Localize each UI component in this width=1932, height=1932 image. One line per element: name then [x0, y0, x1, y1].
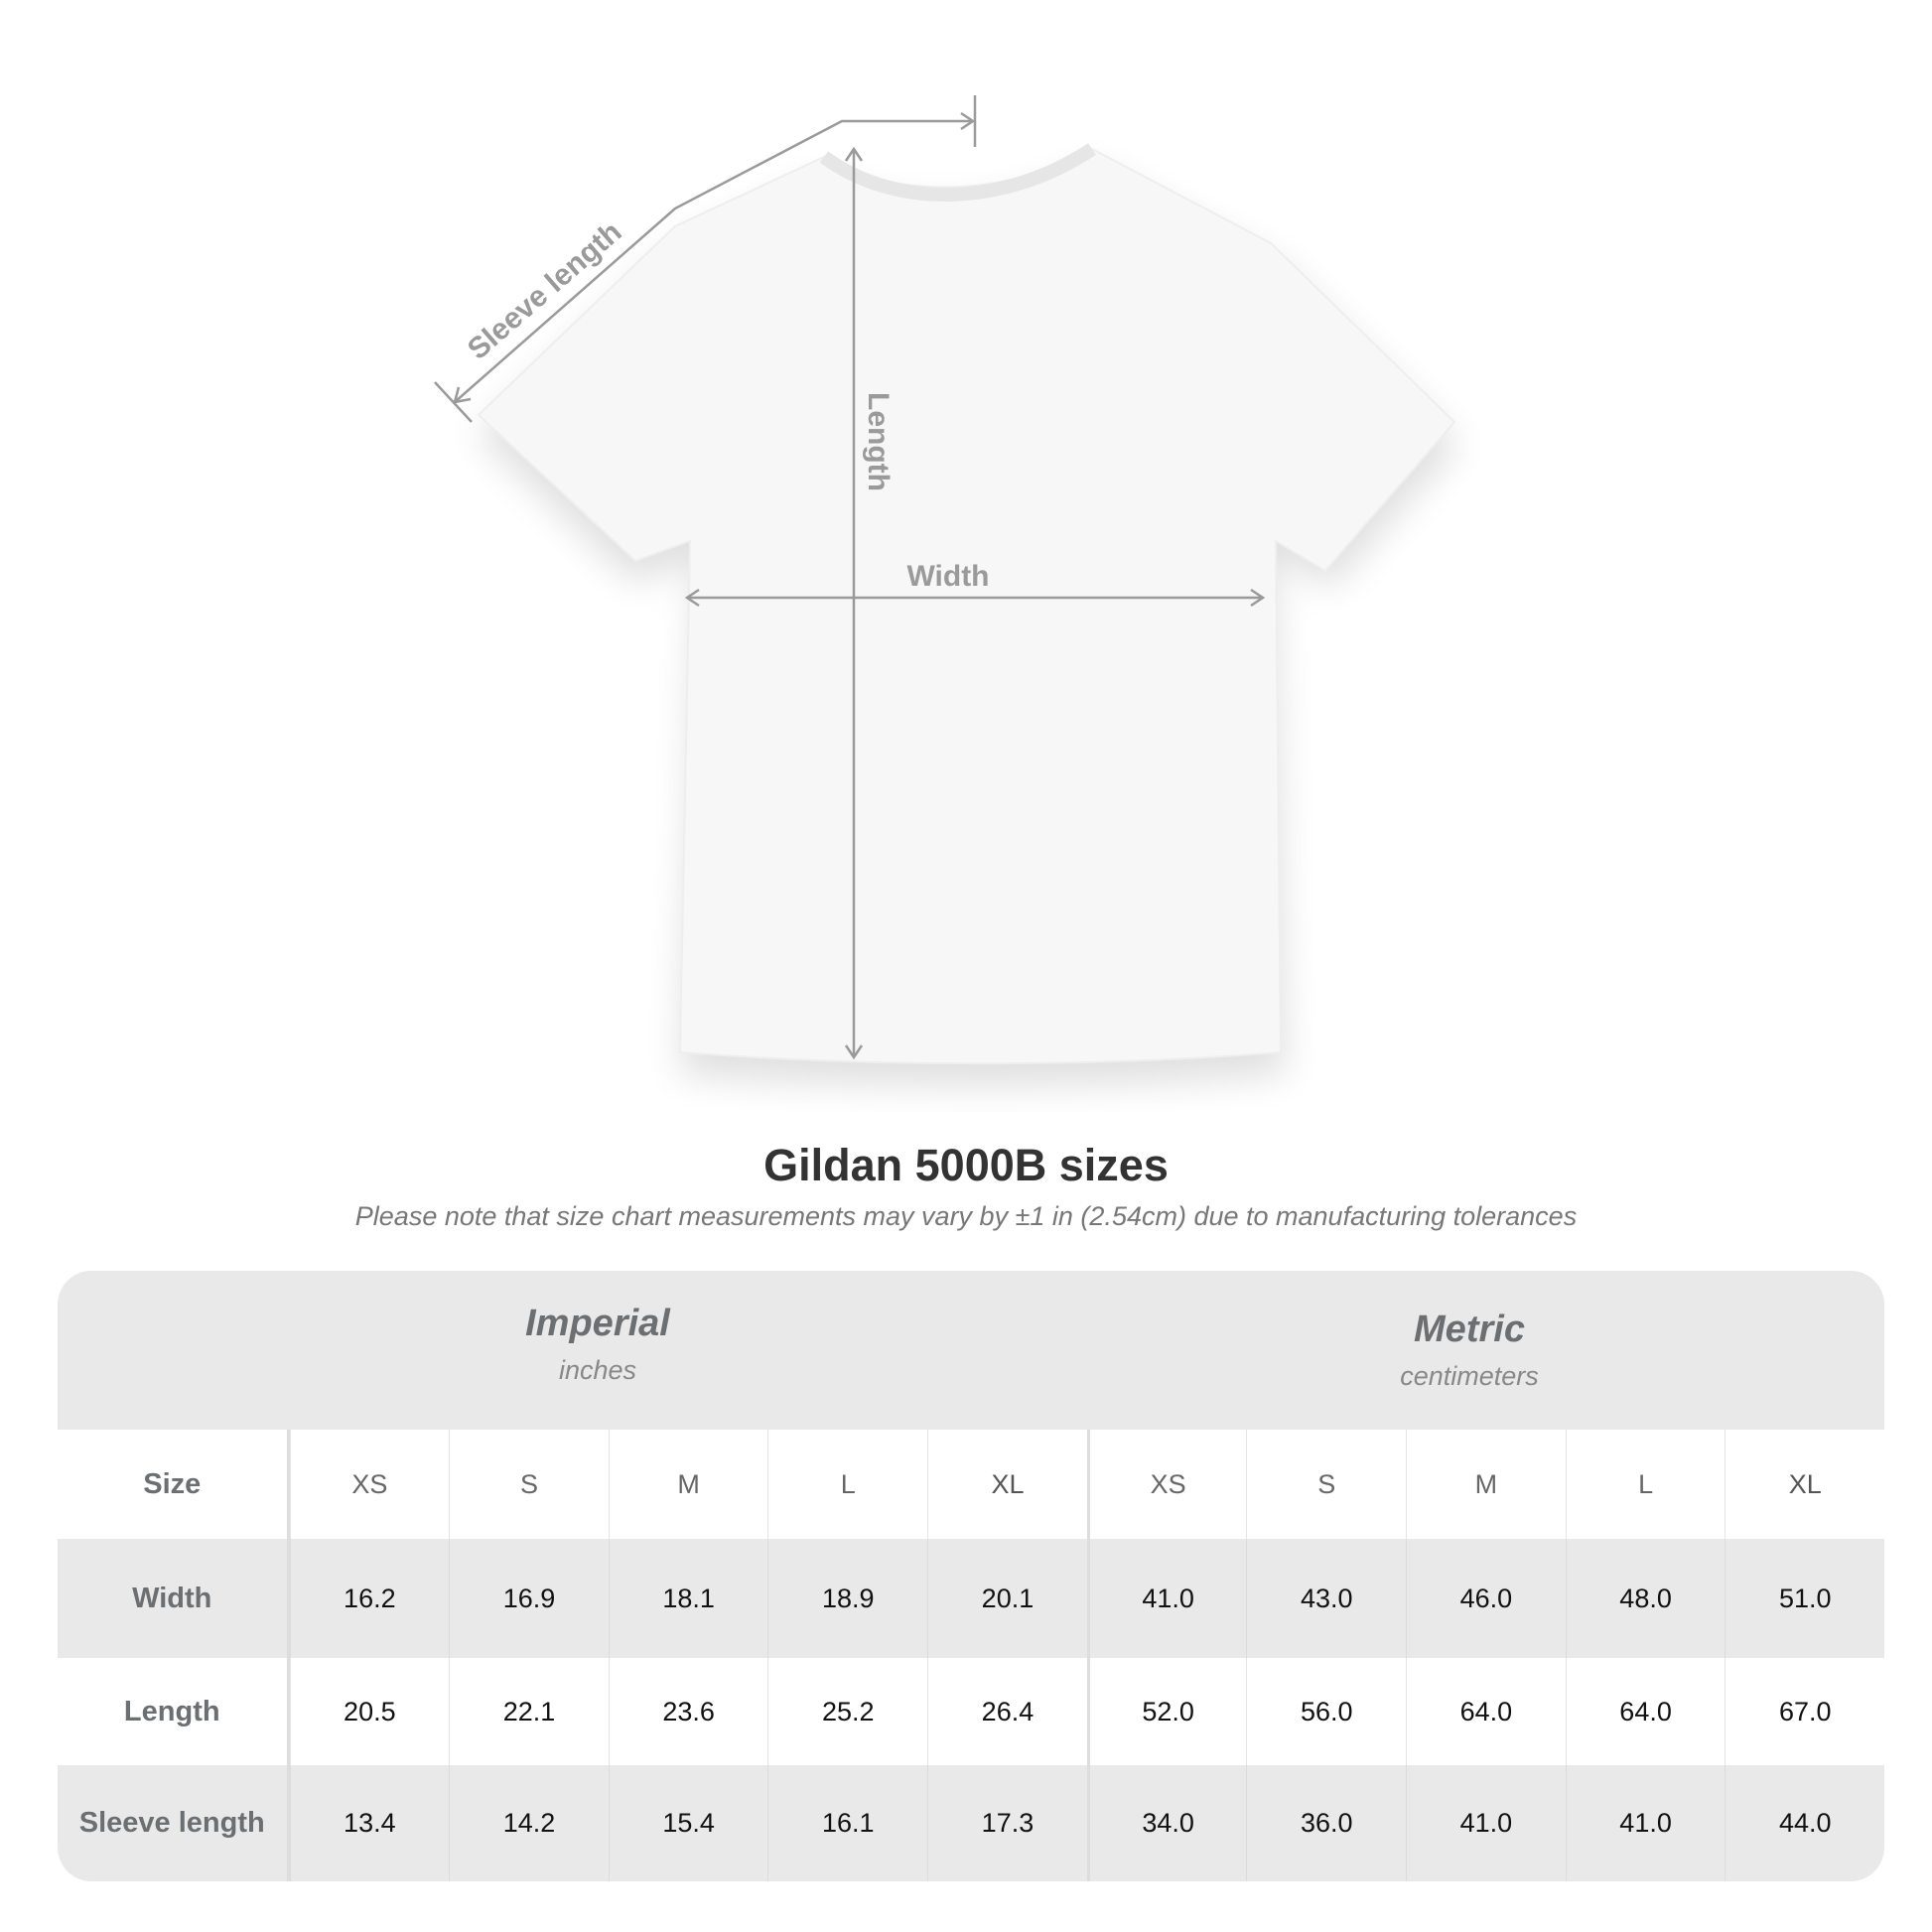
width-label: Width [906, 560, 989, 593]
size-column-header: M [1406, 1430, 1566, 1539]
table-cell: 16.9 [449, 1539, 609, 1658]
table-cell: 20.5 [289, 1658, 450, 1765]
metric-unit: centimeters [1400, 1361, 1539, 1391]
table-cell: 14.2 [449, 1765, 609, 1881]
size-column-header: XL [927, 1430, 1087, 1539]
tshirt-diagram: Sleeve length Length Width [434, 95, 1459, 1087]
metric-title: Metric [1414, 1309, 1525, 1350]
size-column-header: M [608, 1430, 768, 1539]
row-label: Size [58, 1430, 290, 1539]
imperial-title: Imperial [525, 1303, 670, 1344]
size-column-header: L [767, 1430, 927, 1539]
tshirt-body [477, 147, 1456, 1065]
table-cell: 48.0 [1565, 1539, 1725, 1658]
size-header-row: Size XS S M L XL XS S M L XL [58, 1430, 1884, 1539]
table-cell: 43.0 [1246, 1539, 1406, 1658]
table-cell: 26.4 [927, 1658, 1087, 1765]
length-label: Length [862, 392, 895, 491]
size-column-header: L [1565, 1430, 1725, 1539]
table-cell: 41.0 [1565, 1765, 1725, 1881]
table-cell: 18.1 [608, 1539, 768, 1658]
row-label: Length [58, 1658, 290, 1765]
table-cell: 46.0 [1406, 1539, 1566, 1658]
table-cell: 13.4 [289, 1765, 450, 1881]
table-cell: 64.0 [1565, 1658, 1725, 1765]
table-cell: 51.0 [1725, 1539, 1884, 1658]
unit-header: Imperial inches Metric centimeters [58, 1271, 1884, 1430]
table-cell: 23.6 [608, 1658, 768, 1765]
table-cell: 16.2 [289, 1539, 450, 1658]
measurement-arrows [434, 95, 1266, 1060]
table-row: Width 16.2 16.9 18.1 18.9 20.1 41.0 43.0 46.0 48.… [58, 1539, 1884, 1658]
size-column-header: XS [289, 1430, 450, 1539]
metric-header: Metric centimeters [1271, 1309, 1668, 1392]
table-cell: 22.1 [449, 1658, 609, 1765]
table-cell: 16.1 [767, 1765, 927, 1881]
table-cell: 44.0 [1725, 1765, 1884, 1881]
table-cell: 36.0 [1246, 1765, 1406, 1881]
tolerance-note: Please note that size chart measurements… [354, 1201, 1578, 1231]
size-column-header: S [1246, 1430, 1406, 1539]
size-table: Imperial inches Metric centimeters Size X… [58, 1271, 1884, 1881]
table-cell: 67.0 [1725, 1658, 1884, 1765]
row-label: Sleeve length [58, 1765, 290, 1881]
table-cell: 56.0 [1246, 1658, 1406, 1765]
imperial-header: Imperial inches [399, 1303, 796, 1386]
size-column-header: XS [1086, 1430, 1247, 1539]
table-cell: 17.3 [927, 1765, 1087, 1881]
row-label: Width [58, 1539, 290, 1658]
table-row: Sleeve length 13.4 14.2 15.4 16.1 17.3 34.0 36.… [58, 1765, 1884, 1881]
table-cell: 20.1 [927, 1539, 1087, 1658]
table-cell: 41.0 [1406, 1765, 1566, 1881]
imperial-unit: inches [558, 1355, 637, 1385]
table-cell: 25.2 [767, 1658, 927, 1765]
table-cell: 18.9 [767, 1539, 927, 1658]
table-cell: 15.4 [608, 1765, 768, 1881]
page-title: Gildan 5000B sizes [763, 1140, 1169, 1190]
table-cell: 34.0 [1086, 1765, 1247, 1881]
table-cell: 41.0 [1086, 1539, 1247, 1658]
size-column-header: XL [1725, 1430, 1884, 1539]
table-cell: 52.0 [1086, 1658, 1247, 1765]
table-row: Length 20.5 22.1 23.6 25.2 26.4 52.0 56.0 64.0 64… [58, 1658, 1884, 1765]
size-column-header: S [449, 1430, 609, 1539]
table-cell: 64.0 [1406, 1658, 1566, 1765]
